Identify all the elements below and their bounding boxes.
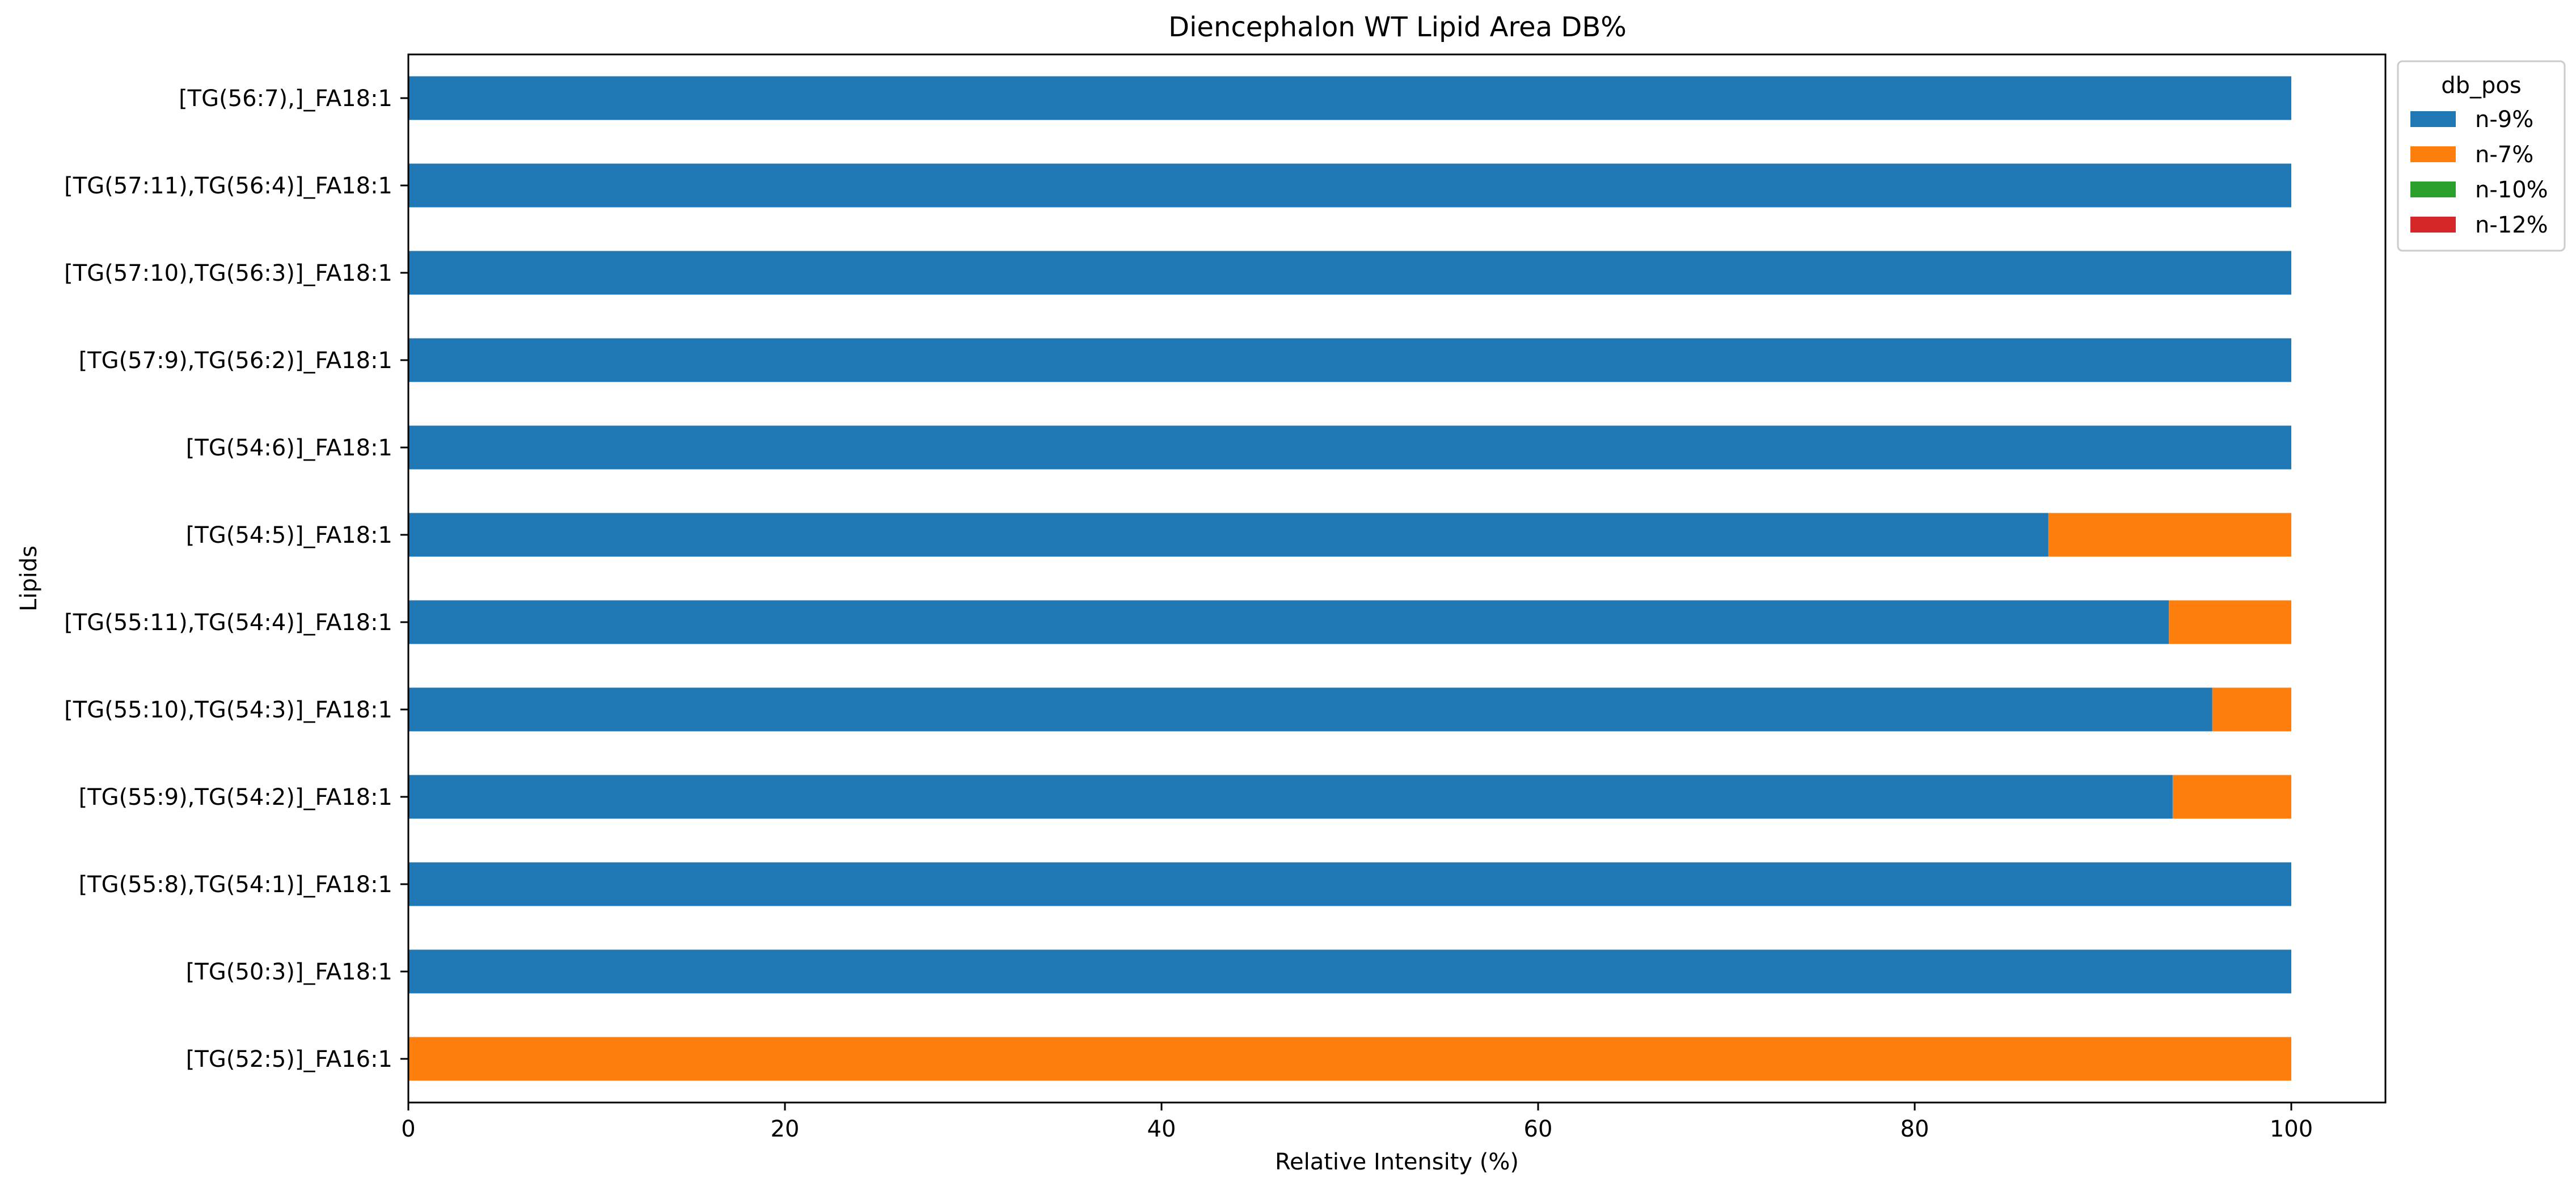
x-axis-label: Relative Intensity (%) xyxy=(1275,1149,1519,1175)
bar-segment-10-series-0 xyxy=(408,163,2291,208)
legend-label: n-12% xyxy=(2475,212,2548,238)
x-axis-ticks: 0 20 40 60 80 100 xyxy=(401,1103,2313,1142)
legend-label: n-9% xyxy=(2475,107,2533,133)
y-tick-label: [TG(56:7),]_FA18:1 xyxy=(179,86,392,112)
y-tick-label: [TG(55:10),TG(54:3)]_FA18:1 xyxy=(64,697,392,723)
bar-segment-5-series-0 xyxy=(408,600,2169,644)
x-tick-label: 20 xyxy=(771,1116,800,1142)
plot-frame xyxy=(407,53,2387,1104)
bar-segment-5-series-1 xyxy=(2169,600,2291,644)
chart-title: Diencephalon WT Lipid Area DB% xyxy=(1168,11,1627,43)
y-tick-label: [TG(57:10),TG(56:3)]_FA18:1 xyxy=(64,260,392,286)
bar-segment-3-series-0 xyxy=(408,775,2173,819)
x-tick-label: 0 xyxy=(401,1116,415,1142)
y-tick-label: [TG(55:8),TG(54:1)]_FA18:1 xyxy=(79,872,392,898)
y-axis-label: Lipids xyxy=(16,546,42,611)
x-tick-label: 40 xyxy=(1147,1116,1176,1142)
legend-swatch xyxy=(2410,146,2456,162)
legend-label: n-10% xyxy=(2475,177,2548,203)
bar-segment-3-series-1 xyxy=(2172,775,2291,819)
x-tick-label: 100 xyxy=(2270,1116,2313,1142)
legend-swatch xyxy=(2410,181,2456,197)
legend-swatch xyxy=(2410,217,2456,233)
bars-layer xyxy=(408,76,2291,1081)
bar-segment-4-series-1 xyxy=(2212,687,2291,732)
y-tick-label: [TG(55:11),TG(54:4)]_FA18:1 xyxy=(64,610,392,636)
x-tick-label: 80 xyxy=(1901,1116,1929,1142)
legend-box xyxy=(2397,60,2566,252)
bar-segment-2-series-0 xyxy=(408,862,2291,906)
y-tick-label: [TG(54:5)]_FA18:1 xyxy=(186,522,392,548)
legend: db_pos n-9% n-7% n-10% n-12% xyxy=(2397,60,2566,252)
y-tick-label: [TG(52:5)]_FA16:1 xyxy=(186,1046,392,1072)
bar-segment-7-series-0 xyxy=(408,425,2291,470)
bar-segment-9-series-0 xyxy=(408,251,2291,295)
bar-segment-6-series-0 xyxy=(408,513,2049,557)
y-tick-label: [TG(57:9),TG(56:2)]_FA18:1 xyxy=(79,348,392,374)
legend-swatch xyxy=(2410,111,2456,127)
y-tick-label: [TG(57:11),TG(56:4)]_FA18:1 xyxy=(64,173,392,199)
bar-segment-8-series-0 xyxy=(408,338,2291,382)
y-tick-label: [TG(54:6)]_FA18:1 xyxy=(186,435,392,461)
y-tick-label: [TG(55:9),TG(54:2)]_FA18:1 xyxy=(79,784,392,810)
bar-segment-1-series-0 xyxy=(408,949,2291,994)
legend-label: n-7% xyxy=(2475,142,2533,168)
bar-segment-0-series-1 xyxy=(408,1037,2291,1081)
bar-segment-11-series-0 xyxy=(408,76,2291,120)
bar-segment-4-series-0 xyxy=(408,687,2212,732)
x-tick-label: 60 xyxy=(1524,1116,1553,1142)
y-axis-ticks: [TG(52:5)]_FA16:1 [TG(50:3)]_FA18:1 [TG(55… xyxy=(64,86,408,1072)
legend-title: db_pos xyxy=(2441,73,2521,99)
bar-segment-6-series-1 xyxy=(2048,513,2291,557)
y-tick-label: [TG(50:3)]_FA18:1 xyxy=(186,959,392,985)
legend-items: n-9% n-7% n-10% n-12% xyxy=(2410,107,2548,238)
